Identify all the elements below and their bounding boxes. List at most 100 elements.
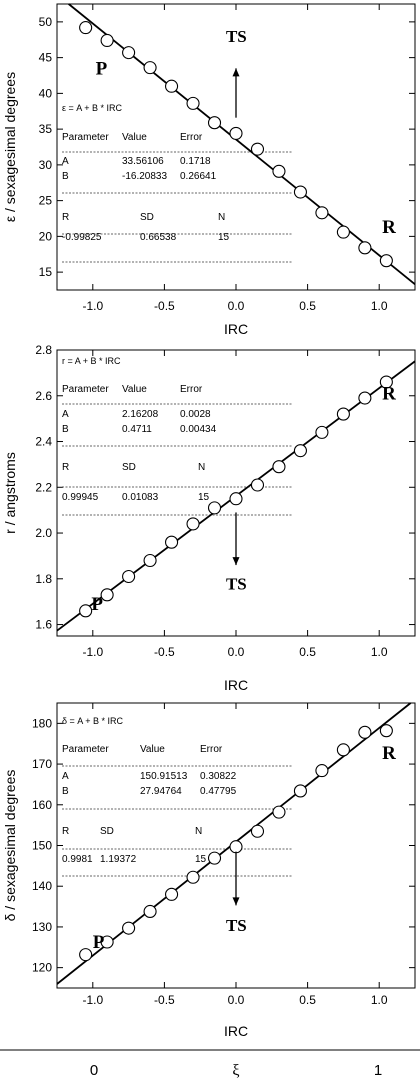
stats-cell: A — [62, 409, 69, 420]
data-point — [165, 535, 179, 549]
ts-label: TS — [226, 916, 247, 935]
stats-header: R — [62, 212, 69, 223]
stats-header: Parameter — [62, 744, 109, 755]
ts-arrowhead — [232, 897, 240, 906]
data-point — [293, 444, 307, 458]
data-point — [250, 824, 265, 838]
stats-cell: A — [62, 771, 69, 782]
x-tick-label: 0.0 — [228, 993, 245, 1007]
x-tick-label: 0.5 — [299, 299, 316, 313]
data-point — [122, 46, 136, 60]
y-tick-label: 2.8 — [35, 343, 52, 357]
y-tick-label: 130 — [32, 920, 52, 934]
stats-cell: 33.56106 — [122, 156, 164, 167]
data-point — [315, 206, 329, 220]
data-point — [336, 743, 350, 757]
stats-cell: 1.19372 — [100, 854, 137, 865]
data-point — [229, 492, 243, 506]
y-tick-label: 25 — [39, 194, 53, 208]
stats-header: SD — [140, 212, 154, 223]
fit-equation: ε = A + B * IRC — [62, 103, 123, 113]
stats-cell: 15 — [198, 492, 210, 503]
y-tick-label: 2.6 — [35, 389, 52, 403]
stats-cell: 0.01083 — [122, 492, 159, 503]
stats-header: R — [62, 462, 69, 473]
data-point — [79, 604, 93, 618]
x-axis-label: IRC — [224, 321, 248, 337]
data-point — [229, 126, 243, 140]
y-tick-label: 1.6 — [35, 618, 52, 632]
data-point — [100, 33, 114, 48]
x-tick-label: -1.0 — [82, 299, 103, 313]
y-tick-label: 150 — [32, 839, 52, 853]
data-point — [207, 116, 222, 130]
data-point — [315, 764, 329, 778]
stats-cell: 150.91513 — [140, 771, 188, 782]
x-axis-label: IRC — [224, 677, 248, 693]
y-tick-label: 35 — [39, 122, 53, 136]
data-point — [79, 948, 93, 962]
data-point — [186, 870, 200, 884]
data-point — [315, 425, 329, 439]
stats-header: SD — [122, 462, 136, 473]
data-point — [358, 241, 372, 255]
stats-cell: B — [62, 786, 69, 797]
y-tick-label: 180 — [32, 716, 52, 730]
stats-cell: A — [62, 156, 69, 167]
ts-arrowhead — [232, 557, 240, 566]
stats-cell: 2.16208 — [122, 409, 159, 420]
fit-equation: r = A + B * IRC — [62, 356, 121, 366]
data-point — [79, 21, 93, 35]
start-label: P — [91, 594, 103, 615]
y-axis-label: r / angstroms — [2, 452, 18, 534]
fit-equation: δ = A + B * IRC — [62, 716, 124, 726]
data-point — [186, 517, 200, 531]
stats-cell: B — [62, 424, 69, 435]
stats-header: Value — [122, 132, 147, 143]
data-point — [186, 96, 200, 110]
data-point — [143, 61, 157, 75]
data-point — [165, 79, 179, 93]
stats-header: Value — [122, 384, 147, 395]
data-point — [207, 501, 222, 515]
y-tick-label: 120 — [32, 961, 52, 975]
x-tick-label: -0.5 — [154, 299, 175, 313]
stats-cell: 0.0028 — [180, 409, 211, 420]
x-tick-label: 1.0 — [371, 993, 388, 1007]
ts-arrowhead — [232, 68, 240, 77]
stats-cell: -0.99825 — [62, 232, 102, 243]
stats-cell: 0.4711 — [122, 424, 152, 435]
stats-header: N — [218, 212, 225, 223]
data-point — [250, 478, 265, 492]
stats-cell: 0.30822 — [200, 771, 237, 782]
stats-cell: -16.20833 — [122, 171, 167, 182]
xi-left-label: 0 — [90, 1062, 98, 1079]
data-point — [272, 164, 286, 178]
x-tick-label: 0.0 — [228, 299, 245, 313]
data-point — [358, 391, 372, 405]
data-point — [207, 851, 222, 865]
data-point — [229, 840, 243, 854]
stats-header: Error — [200, 744, 223, 755]
stats-header: N — [195, 826, 202, 837]
stats-cell: 0.66538 — [140, 232, 177, 243]
stats-header: N — [198, 462, 205, 473]
xi-axis: 0 ξ 1 — [0, 1049, 420, 1079]
x-axis-label: IRC — [224, 1023, 248, 1039]
data-point — [336, 225, 350, 239]
stats-cell: 0.1718 — [180, 156, 211, 167]
xi-right-label: 1 — [374, 1062, 382, 1079]
x-tick-label: 0.0 — [228, 645, 245, 659]
data-point — [379, 724, 393, 738]
stats-cell: 15 — [195, 854, 207, 865]
y-tick-label: 2.2 — [35, 480, 52, 494]
y-tick-label: 20 — [39, 229, 53, 243]
data-point — [293, 185, 307, 199]
start-label: P — [93, 932, 105, 953]
chart-panel-2: -1.0 -0.5 0.0 0.5 1.0 1.6 1.8 2.0 2.2 2.4 2.6 2.8 IR… — [2, 343, 416, 693]
end-label: R — [382, 383, 396, 404]
chart-panel-1: -1.0 -0.5 0.0 0.5 1.0 15 20 25 30 35 40 45 50 IRC ε / … — [2, 3, 416, 337]
data-point — [358, 725, 372, 739]
y-axis-label: δ / sexagesimal degrees — [2, 770, 18, 922]
